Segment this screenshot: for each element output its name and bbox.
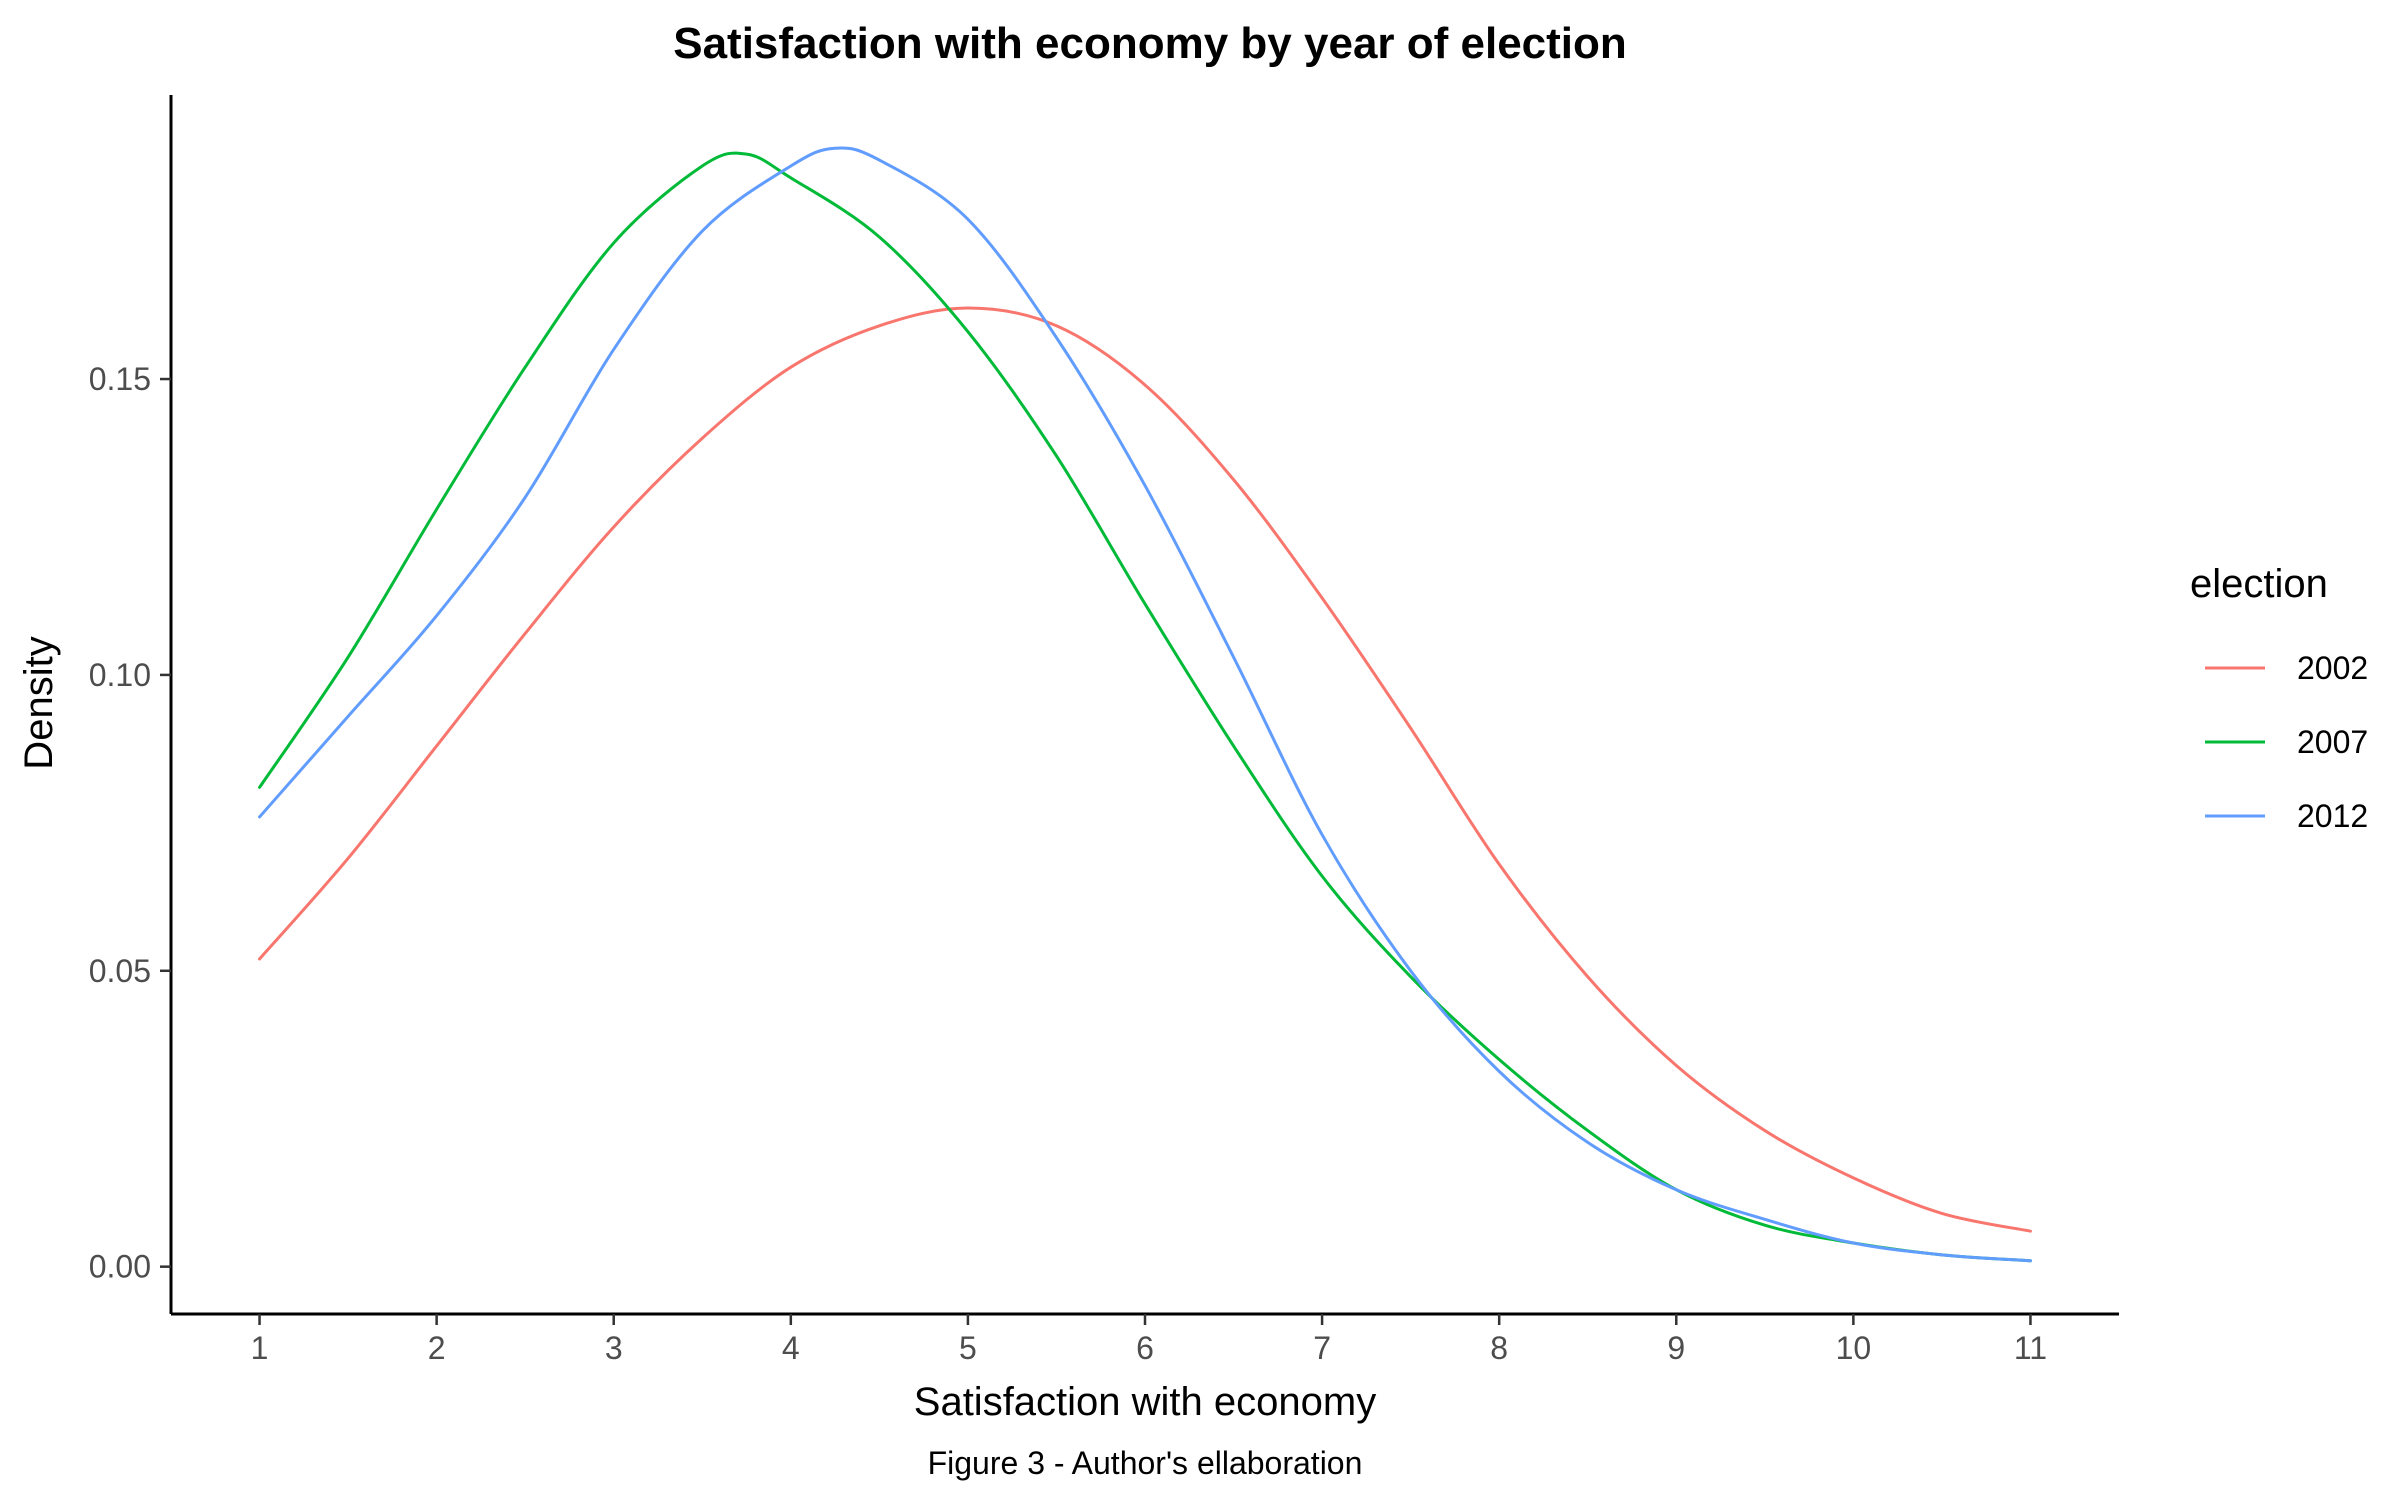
legend-label-2007: 2007 — [2297, 724, 2368, 760]
x-tick-label: 7 — [1313, 1330, 1331, 1366]
chart-title: Satisfaction with economy by year of ele… — [673, 19, 1627, 68]
legend: election 2002 2007 2012 — [2190, 562, 2368, 834]
x-tick-label: 8 — [1490, 1330, 1508, 1366]
series-layer — [258, 146, 2032, 1263]
x-axis-title: Satisfaction with economy — [914, 1380, 1376, 1424]
legend-items: 2002 2007 2012 — [2205, 650, 2368, 834]
x-tick-label: 9 — [1667, 1330, 1685, 1366]
y-tick-label: 0.00 — [89, 1249, 151, 1285]
legend-label-2002: 2002 — [2297, 650, 2368, 686]
legend-title: election — [2190, 562, 2328, 606]
y-tick-label: 0.10 — [89, 657, 151, 693]
figure-caption: Figure 3 - Author's ellaboration — [928, 1445, 1363, 1481]
x-tick-label: 4 — [782, 1330, 800, 1366]
series-line-2002 — [258, 306, 2032, 1233]
x-tick-label: 3 — [605, 1330, 623, 1366]
y-axis-title: Density — [17, 636, 61, 769]
x-axis-ticks: 1 2 3 4 5 6 7 8 9 10 11 — [251, 1314, 2047, 1366]
x-tick-label: 5 — [959, 1330, 977, 1366]
series-line-2012 — [258, 146, 2032, 1263]
y-axis-ticks: 0.00 0.05 0.10 0.15 — [89, 361, 171, 1285]
y-tick-label: 0.15 — [89, 361, 151, 397]
x-tick-label: 6 — [1136, 1330, 1154, 1366]
y-tick-label: 0.05 — [89, 953, 151, 989]
legend-label-2012: 2012 — [2297, 798, 2368, 834]
x-tick-label: 11 — [2014, 1330, 2047, 1366]
x-tick-label: 2 — [428, 1330, 446, 1366]
x-tick-label: 10 — [1836, 1330, 1872, 1366]
x-tick-label: 1 — [251, 1330, 269, 1366]
